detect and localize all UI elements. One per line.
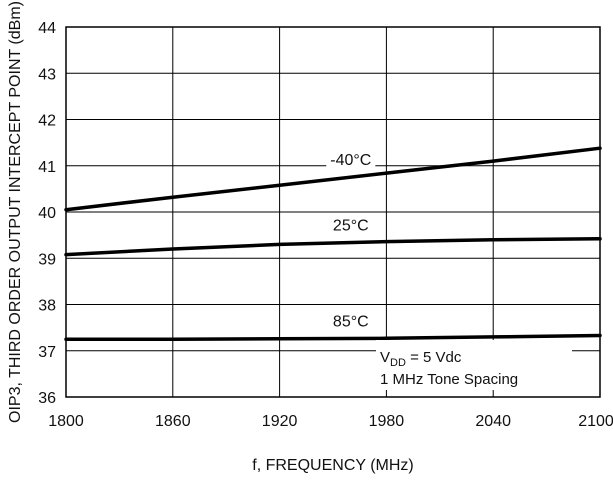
x-tick-label: 2040 xyxy=(475,413,511,430)
y-tick-label: 43 xyxy=(38,66,56,83)
conditions-annotation: VDD = 5 Vdc 1 MHz Tone Spacing xyxy=(376,340,572,390)
series-lines xyxy=(64,146,602,341)
vdd-value: = 5 Vdc xyxy=(406,349,462,366)
series-labels: -40°C 25°C 85°C xyxy=(326,151,376,332)
vdd-subscript: DD xyxy=(390,357,406,369)
x-tick-label: 1800 xyxy=(48,413,84,430)
series-label-background xyxy=(328,312,373,332)
series-label: 85°C xyxy=(333,313,369,330)
y-tick-label: 38 xyxy=(38,298,56,315)
vdd-annotation: VDD = 5 Vdc xyxy=(380,349,462,369)
x-tick-label: 2100 xyxy=(578,413,613,430)
tick-labels: 1800 1860 1920 1980 2040 2100 36 37 38 39 40 41 42 43… xyxy=(38,20,613,430)
x-tick-label: 1860 xyxy=(155,413,191,430)
y-tick-label: 37 xyxy=(38,344,56,361)
series-label-background xyxy=(326,151,376,171)
series-line xyxy=(64,333,602,341)
series-line xyxy=(64,146,602,212)
series-label: -40°C xyxy=(330,152,371,169)
y-tick-label: 39 xyxy=(38,251,56,268)
annotation-background xyxy=(376,340,572,390)
x-axis-label: f, FREQUENCY (MHz) xyxy=(252,457,413,474)
plot-frame xyxy=(65,26,601,398)
tone-spacing-annotation: 1 MHz Tone Spacing xyxy=(380,371,518,388)
y-tick-label: 41 xyxy=(38,159,56,176)
y-tick-label: 36 xyxy=(38,390,56,407)
vdd-prefix: V xyxy=(380,349,390,366)
y-tick-label: 42 xyxy=(38,113,56,130)
y-tick-label: 44 xyxy=(38,20,56,37)
x-tick-label: 1920 xyxy=(262,413,298,430)
y-axis-label: OIP3, THIRD ORDER OUTPUT INTERCEPT POINT… xyxy=(7,1,24,423)
x-tick-label: 1980 xyxy=(369,413,405,430)
series-line xyxy=(64,237,602,257)
y-tick-label: 40 xyxy=(38,205,56,222)
series-label-background xyxy=(328,216,373,236)
series-label: 25°C xyxy=(333,218,369,235)
